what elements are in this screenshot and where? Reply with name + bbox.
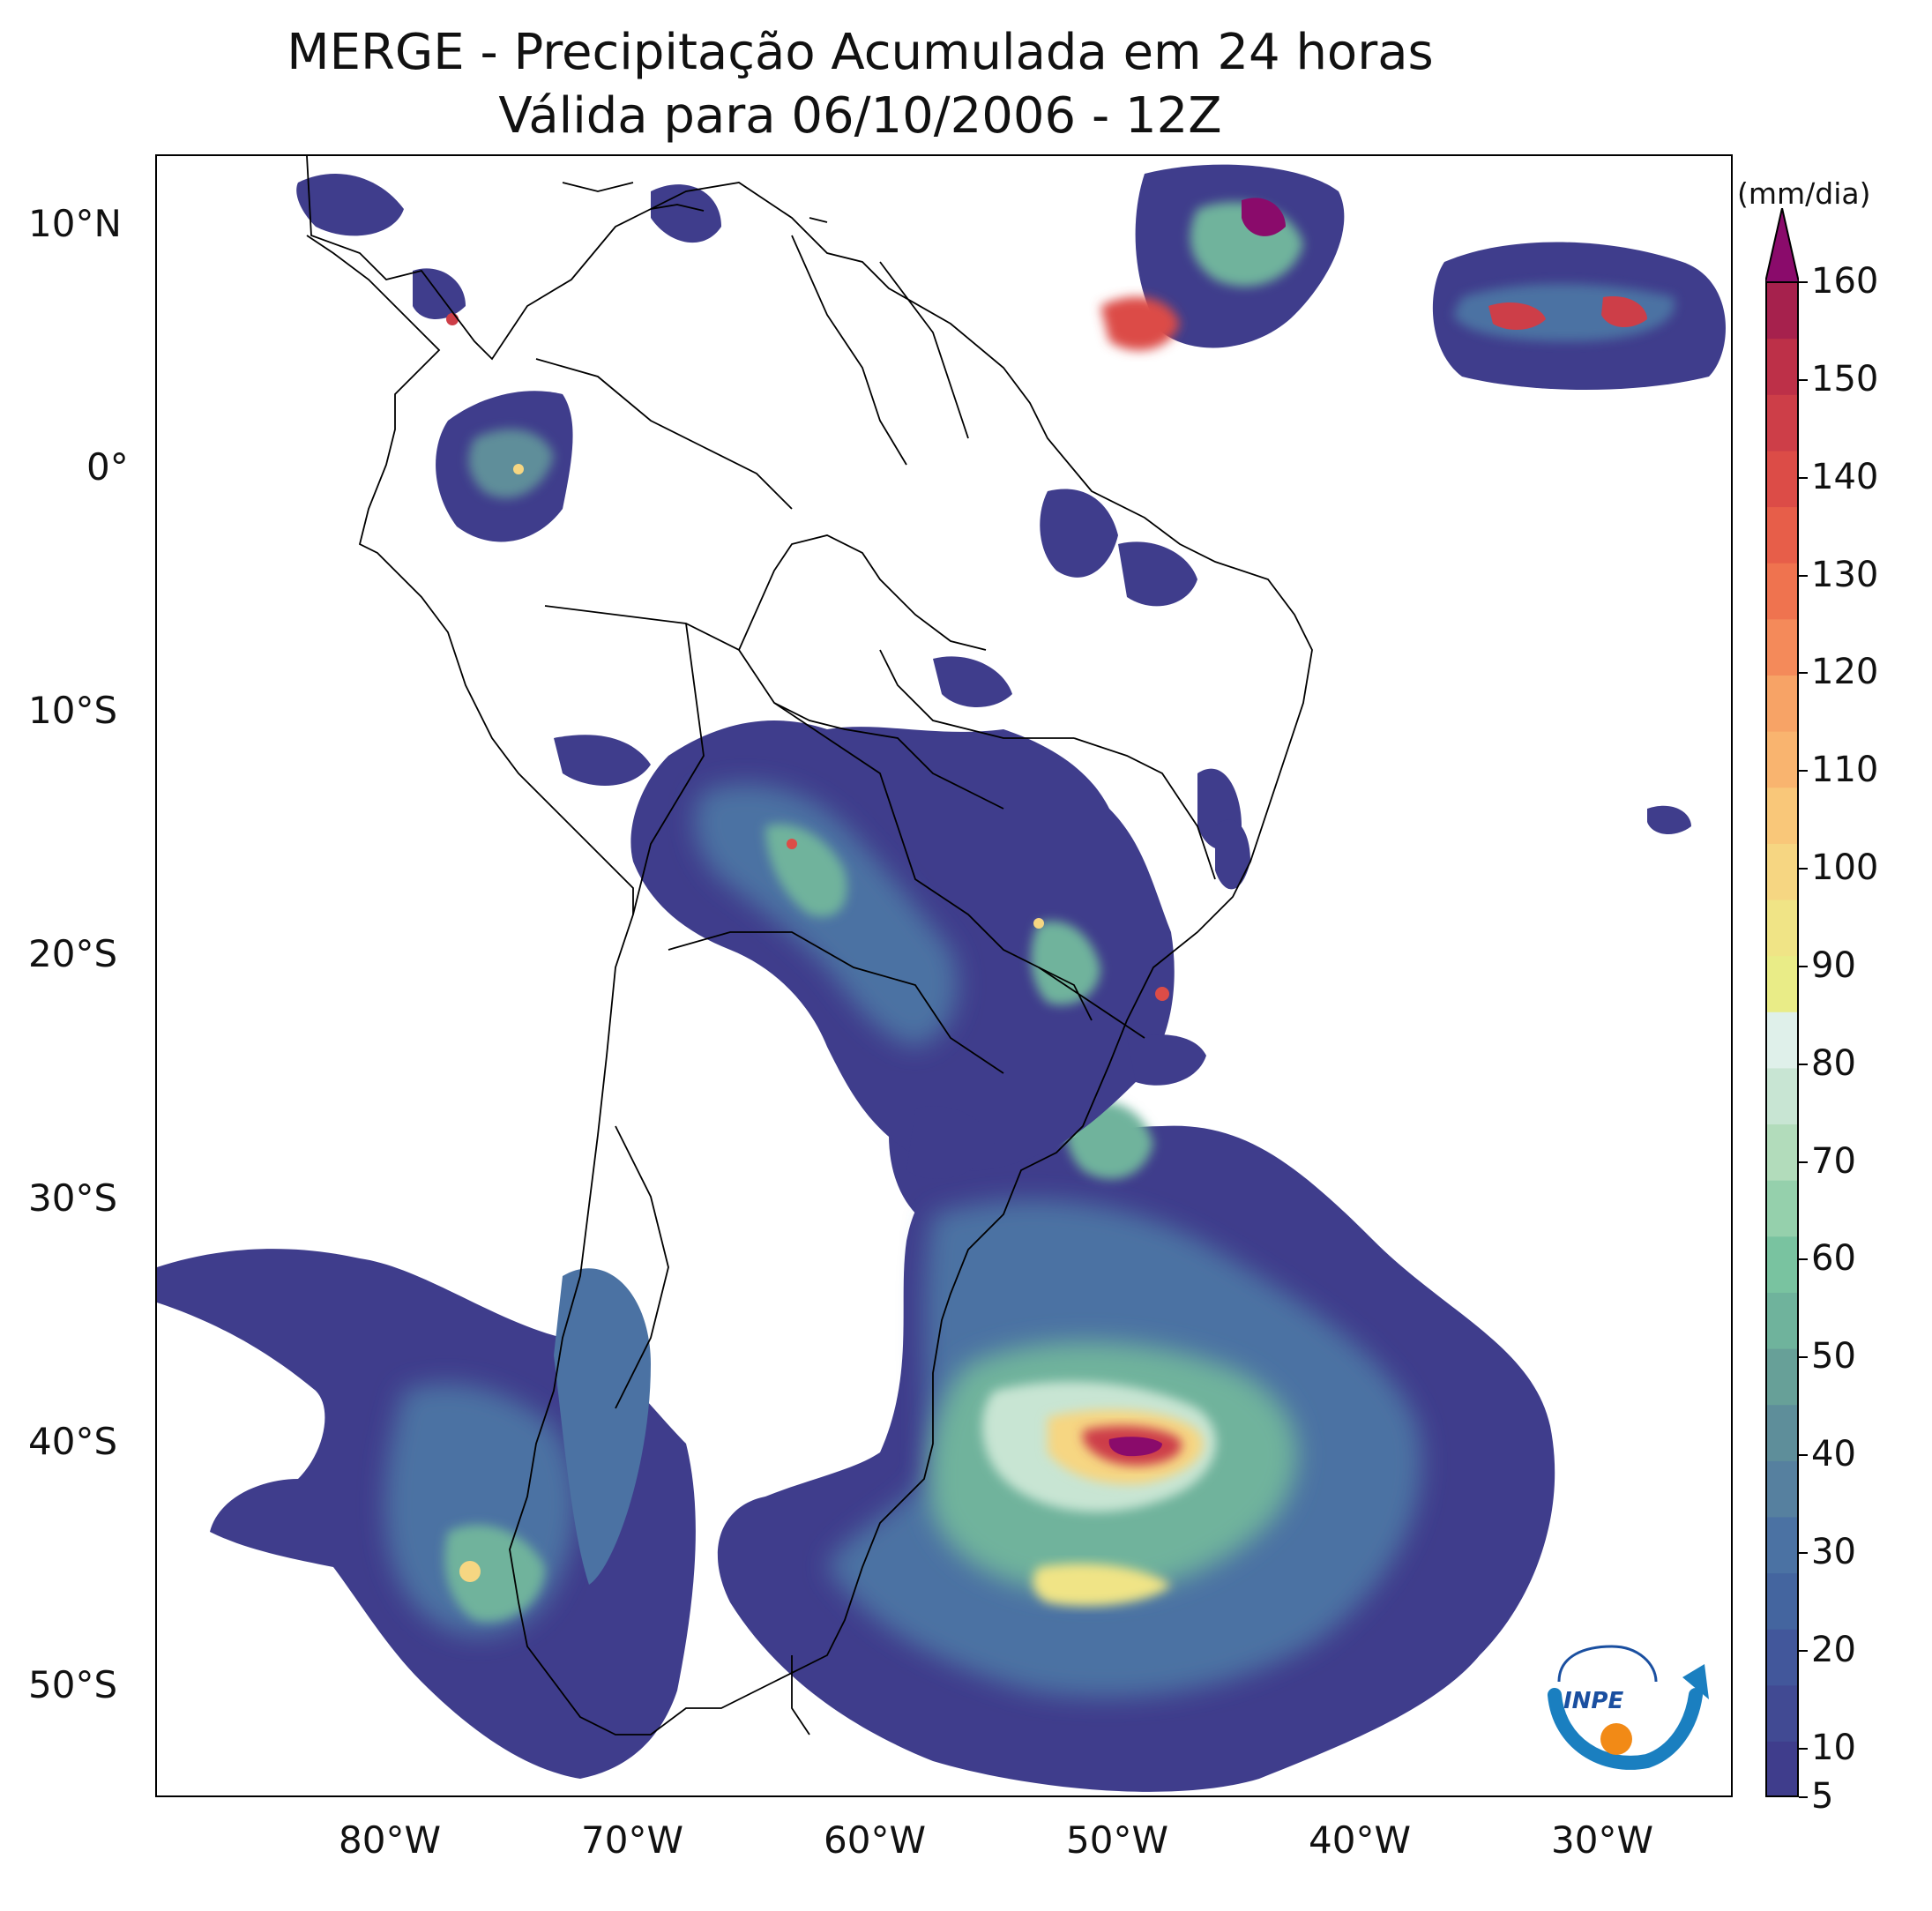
inpe-logo-text: INPE: [1563, 1688, 1623, 1714]
precipitation-field: [157, 164, 1726, 1792]
colorbar-segment: [1765, 338, 1799, 395]
colorbar-segment: [1765, 1684, 1799, 1742]
lon-tick-label: 60°W: [824, 1818, 926, 1862]
lat-tick-label: 30°S: [28, 1176, 118, 1220]
colorbar-segment: [1765, 618, 1799, 676]
colorbar-tick-label: 60: [1811, 1238, 1856, 1280]
lon-tick-label: 70°W: [581, 1818, 683, 1862]
colorbar-segment: [1765, 506, 1799, 564]
colorbar-unit-label: (mm/dia): [1737, 176, 1871, 211]
colorbar-tick-mark: [1799, 476, 1808, 479]
colorbar-segment: [1765, 1292, 1799, 1349]
colorbar-segment: [1765, 450, 1799, 508]
colorbar: [1765, 208, 1799, 1797]
colorbar-segment: [1765, 563, 1799, 620]
colorbar-tick-label: 130: [1811, 554, 1879, 595]
colorbar-segment: [1765, 1011, 1799, 1069]
colorbar-tick-label: 120: [1811, 652, 1879, 693]
colorbar-segment: [1765, 1404, 1799, 1461]
colorbar-segment: [1765, 1629, 1799, 1686]
colorbar-segment: [1765, 787, 1799, 844]
colorbar-tick-label: 10: [1811, 1727, 1856, 1768]
colorbar-segment: [1765, 1741, 1799, 1797]
colorbar-segment: [1765, 1347, 1799, 1406]
colorbar-tick-label: 20: [1811, 1629, 1856, 1670]
northwest-south-america-rain-area: [296, 174, 721, 542]
colorbar-tick-mark: [1799, 770, 1808, 773]
map-title: MERGE - Precipitação Acumulada em 24 hor…: [287, 24, 1434, 81]
colorbar-extend-arrow: [1765, 208, 1799, 283]
colorbar-tick-label: 70: [1811, 1140, 1856, 1182]
colorbar-tick-mark: [1799, 574, 1808, 577]
lon-tick-label: 30°W: [1551, 1818, 1653, 1862]
colorbar-tick-mark: [1799, 868, 1808, 870]
colorbar-tick-label: 30: [1811, 1531, 1856, 1572]
lat-tick-label: 0°: [86, 445, 129, 489]
colorbar-segment: [1765, 843, 1799, 900]
map-subtitle: Válida para 06/10/2006 - 12Z: [498, 87, 1222, 145]
colorbar-tick-mark: [1799, 1063, 1808, 1065]
colorbar-tick-label: 100: [1811, 847, 1879, 889]
southeast-pacific-rain-area: [157, 1249, 696, 1779]
caribbean-islands: [562, 182, 828, 223]
colorbar-segment: [1765, 1460, 1799, 1518]
colorbar-segment: [1765, 282, 1799, 340]
lat-tick-label: 20°S: [28, 932, 118, 975]
colorbar-tick-mark: [1799, 1649, 1808, 1652]
colorbar-segment: [1765, 899, 1799, 957]
colorbar-segment: [1765, 955, 1799, 1012]
colorbar-tick-label: 150: [1811, 358, 1879, 399]
atlantic-itcz-rain-area: [1100, 164, 1726, 390]
colorbar-tick-mark: [1799, 1356, 1808, 1359]
lon-tick-label: 40°W: [1309, 1818, 1411, 1862]
south-atlantic-rain-area: [717, 1101, 1555, 1792]
colorbar-segment: [1765, 1516, 1799, 1574]
colorbar-tick-label: 50: [1811, 1336, 1856, 1377]
colorbar-tick-mark: [1799, 1796, 1808, 1798]
colorbar-tick-mark: [1799, 1747, 1808, 1750]
colorbar-tick-mark: [1799, 965, 1808, 967]
map-panel: INPE: [155, 154, 1733, 1797]
colorbar-tick-mark: [1799, 1161, 1808, 1163]
inpe-logo: INPE: [1548, 1645, 1709, 1770]
colorbar-tick-label: 40: [1811, 1434, 1856, 1475]
lon-tick-label: 50°W: [1066, 1818, 1168, 1862]
central-south-america-rain-area: [554, 656, 1242, 1179]
colorbar-tick-mark: [1799, 1551, 1808, 1554]
precipitation-map: INPE: [157, 156, 1726, 1792]
colorbar-tick-mark: [1799, 378, 1808, 381]
lat-tick-label: 40°S: [28, 1420, 118, 1463]
colorbar-segment: [1765, 1180, 1799, 1237]
colorbar-outline: [1765, 281, 1799, 1797]
lat-tick-label: 50°S: [28, 1663, 118, 1706]
colorbar-segment: [1765, 1123, 1799, 1181]
colorbar-segment: [1765, 731, 1799, 788]
lon-tick-label: 80°W: [339, 1818, 441, 1862]
lat-tick-label: 10°N: [28, 202, 122, 245]
colorbar-tick-mark: [1799, 1258, 1808, 1261]
country-borders: [306, 156, 1313, 1736]
colorbar-segment: [1765, 1572, 1799, 1630]
colorbar-segment: [1765, 1067, 1799, 1125]
colorbar-tick-mark: [1799, 1454, 1808, 1457]
colorbar-tick-mark: [1799, 281, 1808, 283]
colorbar-tick-label: 110: [1811, 750, 1879, 791]
colorbar-tick-label: 160: [1811, 261, 1879, 302]
colorbar-segment: [1765, 675, 1799, 732]
colorbar-tick-label: 5: [1811, 1776, 1834, 1817]
colorbar-tick-label: 140: [1811, 456, 1879, 497]
colorbar-tick-label: 90: [1811, 944, 1856, 986]
colorbar-tick-mark: [1799, 672, 1808, 675]
colorbar-tick-label: 80: [1811, 1042, 1856, 1084]
colorbar-segment: [1765, 394, 1799, 452]
northeast-brazil-rain-area: [1040, 489, 1691, 890]
colorbar-segment: [1765, 1235, 1799, 1293]
lat-tick-label: 10°S: [28, 689, 118, 732]
